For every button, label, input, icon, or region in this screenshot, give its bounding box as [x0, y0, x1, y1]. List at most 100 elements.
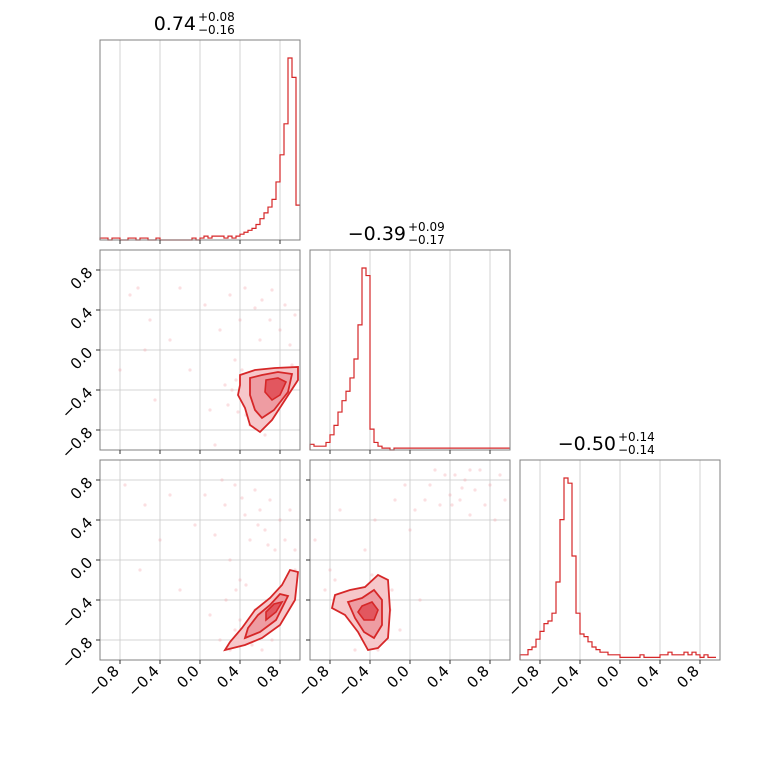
scatter-point — [443, 473, 447, 477]
scatter-point — [218, 638, 222, 642]
scatter-point — [228, 558, 232, 562]
panel-title-2: −0.50 +0.14−0.14 — [558, 430, 655, 457]
contour-level-1 — [223, 568, 299, 652]
scatter-point — [213, 443, 217, 447]
scatter-point — [313, 538, 317, 542]
scatter-point — [188, 368, 192, 372]
histogram-series-0 — [99, 57, 300, 241]
scatter-point — [208, 408, 212, 412]
title-upper-error: +0.14 — [618, 430, 655, 444]
y-tick-label: 0.0 — [67, 554, 97, 584]
scatter-point — [118, 368, 122, 372]
x-tick-label: 0.0 — [593, 662, 623, 692]
scatter-point — [233, 483, 237, 487]
scatter-point — [458, 498, 462, 502]
scatter-point — [288, 508, 292, 512]
scatter-point — [220, 478, 224, 482]
scatter-point — [323, 588, 327, 592]
y-tick-label: 0.8 — [67, 474, 97, 504]
scatter-point — [270, 288, 274, 292]
scatter-point — [413, 508, 417, 512]
scatter-point — [203, 303, 207, 307]
scatter-point — [418, 598, 422, 602]
x-tick-label: 0.0 — [173, 662, 203, 692]
scatter-point — [203, 493, 207, 497]
scatter-point — [390, 588, 394, 592]
histogram-series-1 — [309, 267, 510, 451]
x-tick-label: −0.4 — [124, 662, 162, 700]
title-lower-error: −0.14 — [618, 443, 655, 457]
title-upper-error: +0.08 — [198, 10, 235, 24]
x-tick-label: 0.8 — [463, 662, 493, 692]
scatter-point — [283, 538, 287, 542]
scatter-point — [233, 358, 237, 362]
scatter-point — [408, 528, 412, 532]
scatter-point — [193, 523, 197, 527]
scatter-point — [483, 503, 487, 507]
scatter-point — [234, 588, 238, 592]
y-tick-label: −0.8 — [58, 634, 96, 672]
x-tick-label: 0.8 — [253, 662, 283, 692]
scatter-point — [433, 468, 437, 472]
y-tick-label: 0.8 — [67, 264, 97, 294]
contour-level-3 — [265, 600, 284, 622]
scatter-point — [450, 503, 454, 507]
scatter-point — [270, 638, 274, 642]
scatter-point — [290, 363, 294, 367]
title-value: −0.39 — [348, 223, 406, 245]
scatter-point — [403, 483, 407, 487]
scatter-point — [223, 383, 227, 387]
scatter-point — [268, 498, 272, 502]
histogram-panel-2 — [519, 459, 721, 661]
scatter-point — [258, 338, 262, 342]
scatter-point — [148, 318, 152, 322]
scatter-point — [228, 293, 232, 297]
y-tick-label: 0.0 — [67, 344, 97, 374]
scatter-point — [488, 483, 492, 487]
scatter-point — [468, 513, 472, 517]
y-tick-label: 0.4 — [67, 514, 97, 544]
title-value: −0.50 — [558, 433, 616, 455]
scatter-point — [143, 503, 147, 507]
scatter-panel-2 — [309, 459, 511, 661]
scatter-point — [178, 286, 182, 290]
scatter-point — [333, 578, 337, 582]
x-tick-label: 0.8 — [673, 662, 703, 692]
scatter-point — [370, 573, 374, 577]
contour-level-3 — [357, 601, 379, 621]
scatter-point — [363, 548, 367, 552]
scatter-point — [328, 568, 332, 572]
x-tick-label: −0.4 — [334, 662, 372, 700]
scatter-point — [240, 368, 244, 372]
scatter-point — [288, 343, 292, 347]
scatter-point — [453, 473, 457, 477]
scatter-point — [263, 433, 267, 437]
panel-title-0: 0.74 +0.08−0.16 — [154, 10, 235, 37]
title-upper-error: +0.09 — [408, 220, 445, 234]
panel-title-1: −0.39 +0.09−0.17 — [348, 220, 445, 247]
scatter-point — [278, 518, 282, 522]
scatter-point — [266, 543, 270, 547]
scatter-point — [293, 313, 297, 317]
scatter-point — [260, 648, 264, 652]
scatter-point — [138, 568, 142, 572]
scatter-point — [244, 583, 248, 587]
scatter-point — [448, 493, 452, 497]
scatter-point — [223, 503, 227, 507]
scatter-point — [238, 318, 242, 322]
scatter-point — [248, 538, 252, 542]
x-tick-label: 0.4 — [633, 662, 663, 692]
scatter-panel-0 — [99, 249, 301, 451]
title-lower-error: −0.16 — [198, 23, 235, 37]
scatter-point — [233, 628, 237, 632]
contour-level-3 — [264, 377, 288, 402]
scatter-point — [263, 528, 267, 532]
scatter-point — [293, 548, 297, 552]
titles-layer: 0.74 +0.08−0.16−0.39 +0.09−0.17−0.50 +0.14−… — [154, 10, 655, 457]
scatter-point — [123, 483, 127, 487]
scatter-point — [278, 328, 282, 332]
scatter-point — [438, 503, 442, 507]
scatter-point — [493, 518, 497, 522]
scatter-point — [373, 518, 377, 522]
scatter-point — [243, 513, 247, 517]
